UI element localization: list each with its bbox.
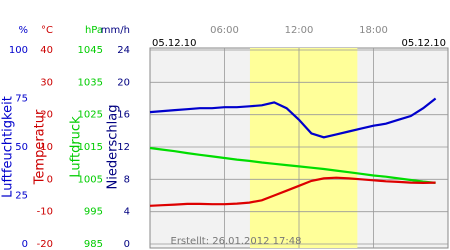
y-tick-label: 75 <box>15 94 28 105</box>
series-line <box>149 176 436 207</box>
y-tick-label: 0 <box>47 174 53 185</box>
y-tick-label: 995 <box>84 207 103 218</box>
y-tick-label: 1035 <box>78 77 103 88</box>
y-tick-label: 1005 <box>78 174 103 185</box>
daylight-band <box>249 48 358 248</box>
y-tick-label: 16 <box>117 110 130 121</box>
x-tick-label: 06:00 <box>210 25 239 36</box>
y-tick-label: 1025 <box>78 110 103 121</box>
y-tick-label: 40 <box>40 45 53 56</box>
date-end: 05.12.10 <box>401 38 446 49</box>
x-tick-label: 12:00 <box>285 25 314 36</box>
y-tick-label: 4 <box>124 207 130 218</box>
axis-unit: hPa <box>85 25 103 36</box>
y-tick-label: 25 <box>15 191 28 202</box>
axis-title: Luftfeuchtigkeit <box>1 96 16 198</box>
axis-title: Luftdruck <box>69 116 84 178</box>
y-tick-label: -10 <box>37 207 53 218</box>
y-tick-label: 20 <box>117 77 130 88</box>
axis-unit: % <box>18 25 28 36</box>
y-tick-label: 24 <box>117 45 130 56</box>
series-line <box>149 97 437 139</box>
y-tick-label: 985 <box>84 239 103 250</box>
axis-title: Niederschlag <box>106 105 121 190</box>
y-tick-label: -20 <box>37 239 53 250</box>
y-tick-label: 12 <box>117 142 130 153</box>
y-tick-label: 0 <box>22 239 28 250</box>
axis-unit: °C <box>41 25 53 36</box>
footer: Erstellt: 26.01.2012 17:48 <box>171 236 302 247</box>
y-tick-label: 100 <box>9 45 28 56</box>
y-tick-label: 1015 <box>78 142 103 153</box>
series-line <box>149 146 436 184</box>
y-tick-label: 50 <box>15 142 28 153</box>
x-tick-label: 18:00 <box>359 25 388 36</box>
y-tick-label: 1045 <box>78 45 103 56</box>
y-tick-label: 20 <box>40 110 53 121</box>
axis-unit: mm/h <box>101 25 130 36</box>
y-tick-label: 8 <box>124 174 130 185</box>
date-start: 05.12.10 <box>152 38 197 49</box>
axis-title: Temperatur <box>33 109 48 185</box>
y-tick-label: 0 <box>124 239 130 250</box>
y-tick-label: 10 <box>40 142 53 153</box>
y-tick-label: 30 <box>40 77 53 88</box>
